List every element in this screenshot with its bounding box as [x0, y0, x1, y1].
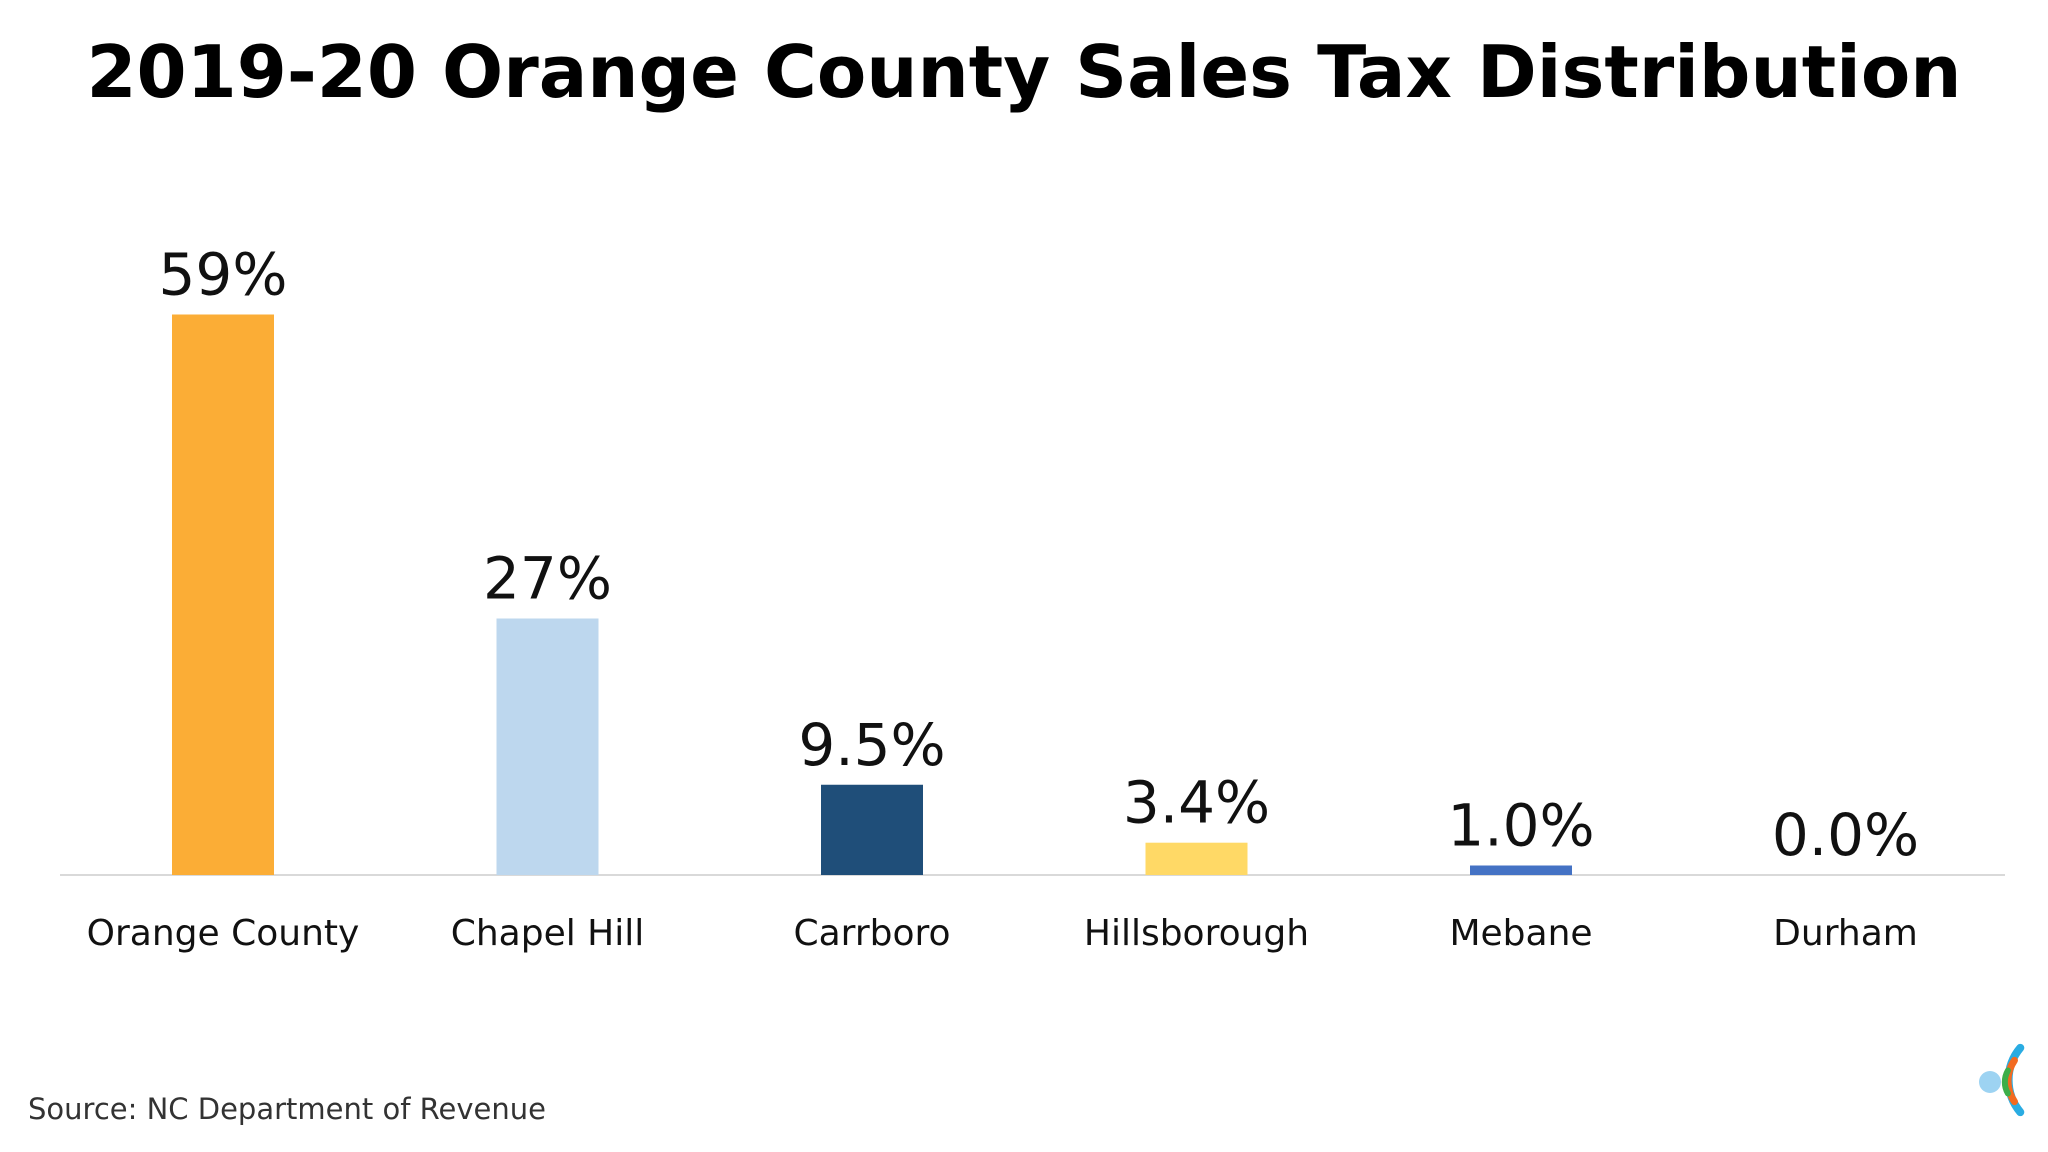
source-note: Source: NC Department of Revenue — [28, 1092, 546, 1126]
bar-orange-county — [172, 314, 274, 875]
x-tick-label: Hillsborough — [1084, 913, 1309, 954]
tick-labels-group: Orange County Chapel Hill Carrboro Hillsbor… — [87, 913, 1918, 954]
data-label: 1.0% — [1447, 792, 1594, 860]
logo-middle-arc — [2004, 1056, 2018, 1106]
chart-title: 2019-20 Orange County Sales Tax Distribu… — [86, 30, 1962, 114]
bar-carrboro — [821, 784, 923, 875]
bars-group — [172, 314, 1572, 875]
data-label: 0.0% — [1772, 801, 1919, 869]
logo-inner-arc — [2001, 1067, 2011, 1097]
bar-hillsborough — [1145, 842, 1248, 875]
x-tick-label: Mebane — [1449, 913, 1592, 954]
data-label: 3.4% — [1123, 769, 1270, 837]
logo-center-dot — [1979, 1071, 2001, 1093]
bar-chapel-hill — [496, 618, 599, 875]
x-tick-label: Orange County — [87, 913, 360, 954]
x-tick-label: Durham — [1773, 913, 1918, 954]
x-tick-label: Carrboro — [793, 913, 950, 954]
data-label: 59% — [159, 241, 288, 309]
concentric-c-logo-icon — [1979, 1043, 2025, 1117]
data-label: 27% — [483, 545, 612, 613]
x-tick-label: Chapel Hill — [451, 913, 645, 954]
bar-mebane — [1470, 865, 1572, 875]
data-label: 9.5% — [798, 711, 945, 779]
data-labels-group: 59% 27% 9.5% 3.4% 1.0% 0.0% — [159, 241, 1920, 870]
